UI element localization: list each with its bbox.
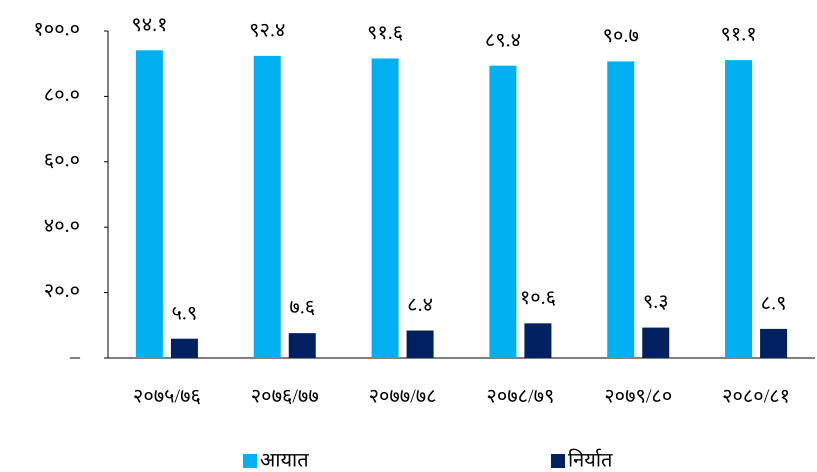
data-label: ८.४: [407, 294, 433, 316]
bar: [170, 338, 198, 358]
bar: [135, 50, 163, 358]
bar: [253, 55, 281, 359]
legend-swatch: [243, 454, 257, 468]
data-label: ९१.१: [720, 24, 756, 46]
bar: [288, 333, 316, 358]
data-label: ९२.४: [249, 19, 285, 41]
legend-swatch: [551, 454, 565, 468]
bar: [607, 61, 635, 358]
data-label: ९४.१: [131, 14, 167, 36]
x-tick-label: २०७५/७६: [133, 386, 201, 408]
data-label: ७.६: [289, 297, 315, 319]
bar: [524, 323, 552, 358]
data-label: ८.९: [761, 292, 787, 314]
x-tick-label: २०७६/७७: [251, 386, 319, 408]
x-tick-label: २०७८/७९: [486, 386, 554, 408]
data-label: ८९.४: [485, 29, 521, 51]
bar: [760, 328, 788, 358]
y-tick-label: २०.०: [44, 280, 80, 302]
data-label: ९१.६: [367, 22, 403, 44]
bar: [489, 65, 517, 359]
data-label: ५.९: [172, 302, 198, 324]
y-tick-label: ६०.०: [44, 149, 80, 171]
y-tick-label: ४०.०: [44, 215, 80, 237]
y-tick-label: –: [69, 346, 81, 368]
y-tick-label: १००.०: [33, 19, 80, 41]
data-label: ९०.७: [603, 25, 639, 47]
bar: [642, 327, 670, 358]
data-label: १०.६: [520, 287, 556, 309]
x-tick-label: २०८०/८१: [722, 386, 790, 408]
y-tick-label: ८०.०: [44, 84, 80, 106]
legend-label: आयात: [260, 450, 309, 472]
bar: [371, 58, 399, 359]
bar: [406, 330, 434, 358]
x-tick-label: २०७७/७८: [369, 386, 437, 408]
x-tick-label: २०७९/८०: [604, 386, 672, 408]
data-label: ९.३: [643, 291, 669, 313]
bar: [725, 60, 753, 359]
legend-label: निर्यात: [568, 449, 613, 472]
